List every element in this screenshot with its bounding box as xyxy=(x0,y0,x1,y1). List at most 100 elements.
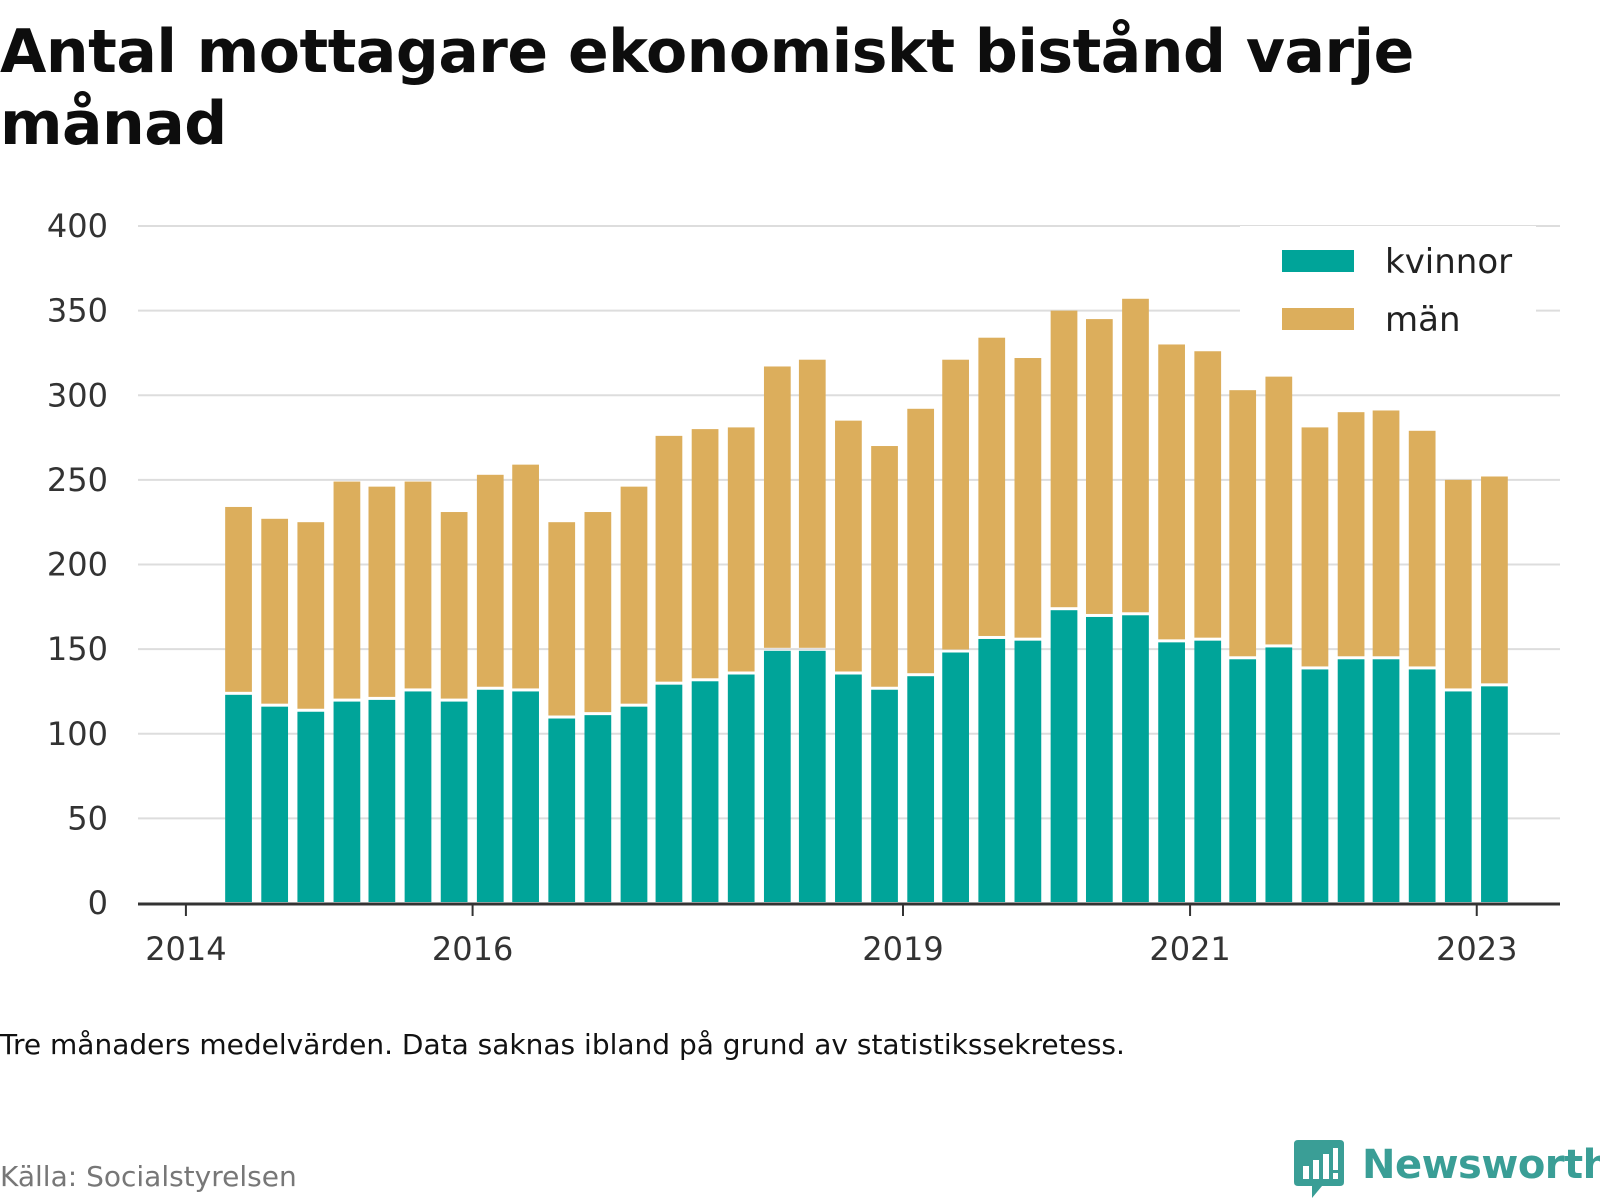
bar-man xyxy=(727,427,755,672)
y-tick-label: 150 xyxy=(47,630,108,668)
x-axis: 2014 2016 2019 2021 2023 xyxy=(138,902,1560,968)
bar-kvinnor xyxy=(1408,669,1436,902)
y-tick-label: 200 xyxy=(47,546,108,584)
bar-man xyxy=(512,464,539,689)
bar-kvinnor xyxy=(261,706,289,902)
chart-note: Tre månaders medelvärden. Data saknas ib… xyxy=(0,1028,1125,1061)
bar-kvinnor xyxy=(548,718,576,902)
bar-kvinnor xyxy=(404,691,432,902)
x-tick-label: 2016 xyxy=(432,930,513,968)
y-tick-label: 100 xyxy=(47,715,108,753)
y-tick-label: 0 xyxy=(88,884,108,922)
bar-kvinnor xyxy=(691,681,719,902)
legend-swatch-man xyxy=(1282,308,1354,330)
bar-kvinnor xyxy=(620,706,648,902)
bar-kvinnor xyxy=(978,638,1006,902)
bar-man xyxy=(1122,298,1149,613)
bar-man xyxy=(1337,412,1365,657)
bar-man xyxy=(763,366,791,648)
bar-man xyxy=(871,446,898,687)
bar-kvinnor xyxy=(1229,659,1257,902)
bars xyxy=(225,298,1508,902)
bar-man xyxy=(1301,427,1329,667)
bar-kvinnor xyxy=(1122,615,1149,902)
bar-kvinnor xyxy=(1372,659,1400,902)
source-text: Källa: Socialstyrelsen xyxy=(0,1160,297,1193)
bar-kvinnor xyxy=(655,684,683,902)
bar-man xyxy=(655,435,683,682)
bar-man xyxy=(404,481,432,689)
x-tick-label: 2014 xyxy=(145,930,226,968)
bar-man xyxy=(691,429,719,679)
bar-man xyxy=(907,408,935,674)
bar-man xyxy=(1194,351,1222,638)
legend-label-kvinnor: kvinnor xyxy=(1385,242,1512,282)
bar-man xyxy=(225,506,252,692)
bar-kvinnor xyxy=(1085,616,1113,902)
bar-man xyxy=(1408,430,1436,667)
bar-kvinnor xyxy=(476,689,504,902)
bar-kvinnor xyxy=(1444,691,1472,902)
bar-man xyxy=(440,512,468,699)
y-tick-label: 50 xyxy=(67,799,108,837)
bar-kvinnor xyxy=(440,701,468,902)
bar-kvinnor xyxy=(1050,610,1078,902)
bar-kvinnor xyxy=(763,650,791,902)
y-tick-label: 250 xyxy=(47,461,108,499)
chart-title: Antal mottagare ekonomiskt bistånd varje… xyxy=(0,17,1414,159)
bar-kvinnor xyxy=(1194,640,1222,902)
legend-swatch-kvinnor xyxy=(1282,250,1354,272)
bar-man xyxy=(1229,390,1257,657)
bar-man xyxy=(1444,479,1472,689)
bar-man xyxy=(978,337,1006,636)
bar-kvinnor xyxy=(333,701,361,902)
bar-man xyxy=(548,522,576,716)
x-tick-label: 2023 xyxy=(1436,930,1517,968)
bar-man xyxy=(1481,476,1508,684)
y-axis-tick-labels: 0 50 100 150 200 250 300 350 400 xyxy=(47,207,108,922)
bar-kvinnor xyxy=(1301,669,1329,902)
bar-man xyxy=(333,481,361,699)
bar-kvinnor xyxy=(907,676,935,902)
bar-man xyxy=(368,486,396,697)
bar-kvinnor xyxy=(584,715,612,902)
bar-kvinnor xyxy=(368,699,396,902)
bar-man xyxy=(1158,344,1185,640)
bar-man xyxy=(1372,410,1400,657)
bar-man xyxy=(297,522,325,709)
newsworthy-logo-icon xyxy=(1294,1140,1344,1198)
brand-logo: Newsworthy xyxy=(1290,1138,1600,1198)
bar-man xyxy=(620,486,648,704)
bar-kvinnor xyxy=(297,711,325,902)
bar-man xyxy=(1085,319,1113,614)
bar-man xyxy=(798,359,826,648)
bar-kvinnor xyxy=(1265,647,1293,902)
y-tick-label: 350 xyxy=(47,292,108,330)
y-tick-label: 400 xyxy=(47,207,108,245)
x-tick-label: 2019 xyxy=(862,930,943,968)
bar-kvinnor xyxy=(871,689,898,902)
bar-man xyxy=(1050,310,1078,608)
bar-man xyxy=(1014,358,1042,638)
bar-kvinnor xyxy=(225,694,252,902)
brand-name: Newsworthy xyxy=(1362,1142,1600,1188)
stacked-bar-chart: 0 50 100 150 200 250 300 350 400 2014 2016 2019 202… xyxy=(47,207,1560,968)
bar-kvinnor xyxy=(942,652,969,902)
bar-kvinnor xyxy=(1158,642,1185,902)
bar-kvinnor xyxy=(727,674,755,902)
bar-man xyxy=(1265,376,1293,645)
bar-man xyxy=(584,512,612,713)
legend: kvinnor män xyxy=(1240,226,1536,346)
y-tick-label: 300 xyxy=(47,376,108,414)
bar-man xyxy=(835,420,862,672)
bar-kvinnor xyxy=(1337,659,1365,902)
bar-man xyxy=(476,474,504,687)
x-tick-label: 2021 xyxy=(1149,930,1230,968)
bar-man xyxy=(261,518,289,704)
bar-kvinnor xyxy=(798,650,826,902)
bar-kvinnor xyxy=(1481,686,1508,902)
legend-label-man: män xyxy=(1385,300,1461,340)
bar-kvinnor xyxy=(512,691,539,902)
bar-kvinnor xyxy=(835,674,862,902)
bar-kvinnor xyxy=(1014,640,1042,902)
